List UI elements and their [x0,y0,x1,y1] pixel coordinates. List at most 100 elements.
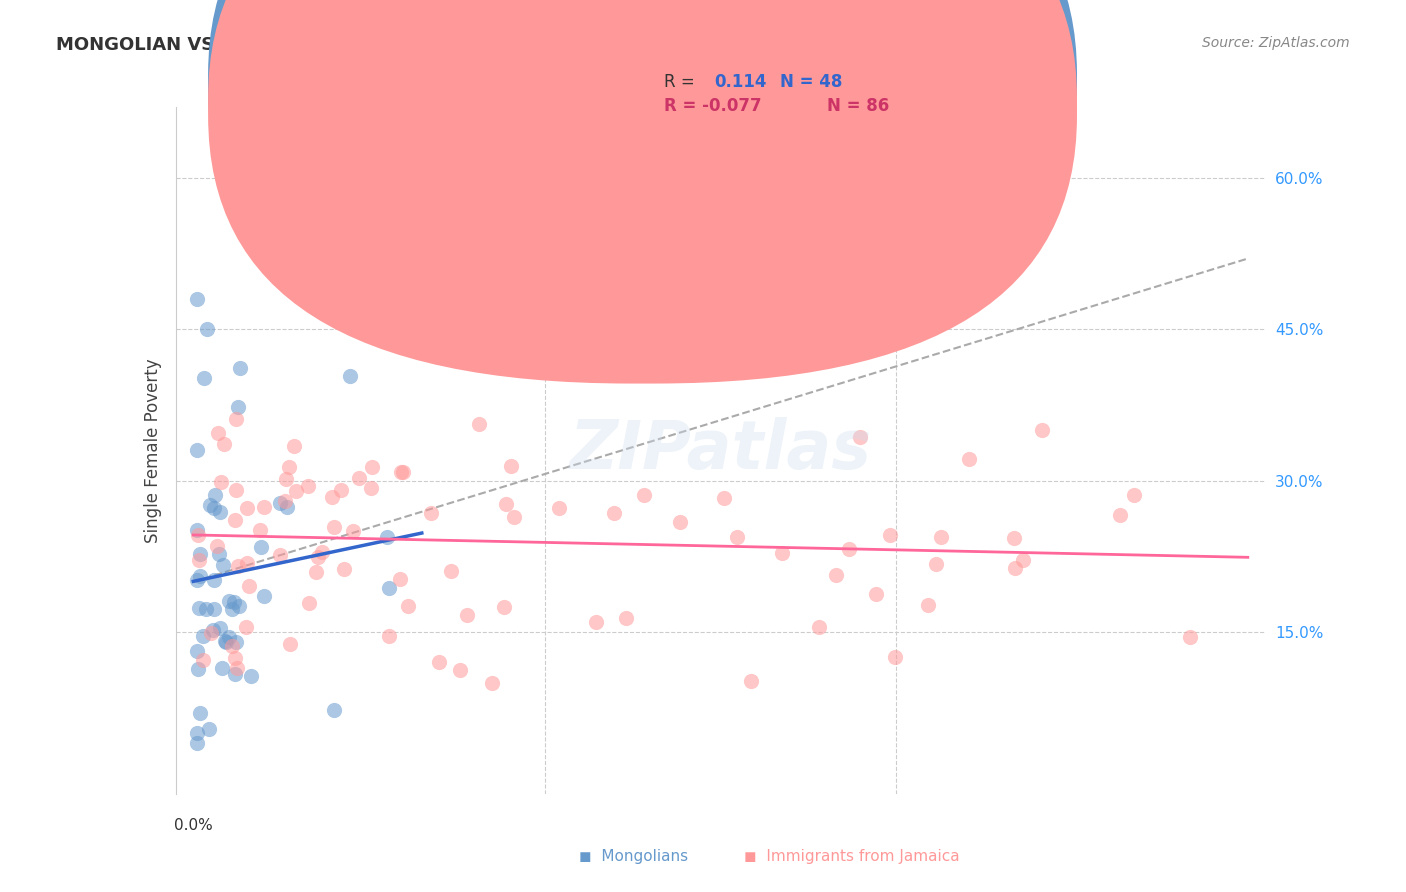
Point [277,459,299,474]
Point [603,506,626,520]
Point [208,547,231,561]
Point [188,547,211,561]
Point [276,500,298,515]
Point [1012,553,1035,567]
Point [211,660,233,674]
Y-axis label: Single Female Poverty: Single Female Poverty [143,359,162,542]
Point [375,530,398,544]
Text: 0.114: 0.114 [714,73,766,91]
Point [1002,531,1025,545]
Point [1122,487,1144,501]
Point [253,500,276,515]
Point [389,465,412,479]
Point [187,553,209,567]
Point [226,558,249,573]
Point [201,623,224,637]
Point [186,573,208,587]
Point [212,436,235,450]
Point [186,736,208,750]
Point [285,484,308,499]
Point [195,602,218,616]
Point [218,630,240,644]
Point [548,501,571,516]
Point [501,458,523,473]
Point [188,706,212,720]
Text: Source: ZipAtlas.com: Source: ZipAtlas.com [1202,36,1350,50]
Point [207,426,229,441]
Point [239,669,262,683]
Point [838,541,860,556]
Point [772,546,794,560]
Point [360,481,382,495]
Point [297,479,319,493]
Point [456,607,478,622]
Point [193,371,215,385]
Point [278,637,301,651]
Point [884,649,907,664]
Point [449,663,471,677]
Point [186,443,208,458]
Point [236,557,259,571]
Point [495,497,517,511]
Point [225,412,247,426]
Point [347,470,370,484]
Text: N = 86: N = 86 [827,97,889,115]
Text: ZIPatlas: ZIPatlas [569,417,872,483]
Point [917,599,939,613]
Point [585,615,607,630]
Point [204,488,226,502]
Point [218,594,240,608]
Point [235,620,257,634]
Point [439,564,461,578]
Point [808,620,831,634]
Point [202,602,225,616]
Point [224,666,246,681]
Point [226,400,249,414]
Point [221,602,243,616]
Point [225,635,247,649]
Point [186,726,208,740]
Point [229,360,252,375]
Point [1178,630,1201,644]
Point [191,629,214,643]
Point [200,626,222,640]
Text: MONGOLIAN VS IMMIGRANTS FROM JAMAICA SINGLE FEMALE POVERTY CORRELATION CHART: MONGOLIAN VS IMMIGRANTS FROM JAMAICA SIN… [56,36,995,54]
Point [824,568,846,582]
Point [274,472,297,486]
Point [198,498,221,512]
Point [187,662,209,676]
Point [925,557,948,571]
Point [224,513,246,527]
Point [492,600,515,615]
Point [249,524,271,538]
Point [339,368,361,383]
Text: 0.0%: 0.0% [174,818,212,833]
Point [378,629,401,643]
Text: R = -0.077: R = -0.077 [664,97,761,115]
Point [225,483,247,497]
Point [249,541,271,555]
Point [212,558,235,572]
Point [713,491,735,506]
Point [929,529,952,543]
Point [1031,423,1053,437]
Point [215,634,238,648]
Point [269,549,291,563]
Point [481,675,503,690]
Point [202,573,225,587]
Point [377,582,399,596]
Point [427,655,450,669]
Point [360,460,382,475]
Point [226,661,249,675]
Point [333,562,356,576]
Point [725,529,748,543]
Point [209,475,232,490]
Point [187,528,209,542]
Point [202,501,225,516]
Point [322,520,344,534]
Point [214,634,236,648]
Text: N = 48: N = 48 [780,73,842,91]
Point [330,483,353,498]
Point [209,621,232,635]
Point [879,528,901,542]
